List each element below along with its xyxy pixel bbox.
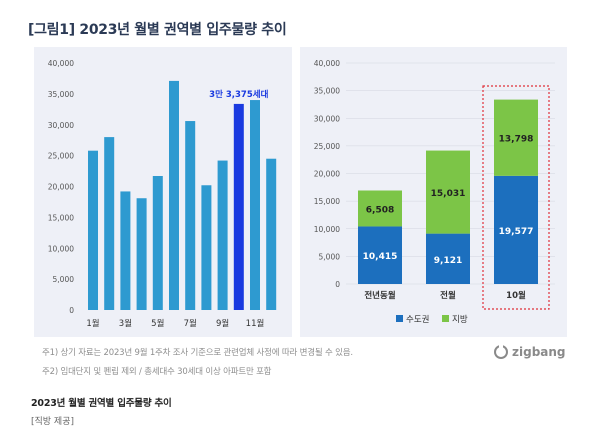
bar-3월: [120, 191, 131, 310]
bar-12월: [266, 158, 277, 310]
y-tick-label: 0: [69, 306, 74, 315]
legend-label: 지방: [452, 314, 468, 325]
bar-수도권-전월: [426, 233, 470, 284]
regional-stacked-bar-chart: 0 5,000 10,000 15,000 20,000 25,000 30,000 35,0…: [314, 59, 555, 325]
y-tick-label: 35,000: [48, 90, 74, 99]
y-tick-label: 35,000: [314, 87, 340, 96]
bar-2월: [104, 137, 115, 310]
bar-지방-10월: [494, 99, 538, 176]
y-tick-label: 5,000: [319, 252, 341, 261]
bar-10월: [233, 103, 244, 310]
x-tick-label: 3월: [119, 318, 132, 329]
footnote-2: 주2) 임대단지 및 펜립 제외 / 총세대수 30세대 이상 아파트만 포함: [42, 367, 272, 377]
data-label: 13,798: [499, 135, 534, 145]
zigbang-logo-icon: [494, 344, 508, 359]
y-tick-label: 5,000: [53, 275, 75, 284]
x-tick-label: 5월: [151, 318, 164, 329]
bar-4월: [136, 198, 147, 310]
figure-title: [그림1] 2023년 월별 권역별 입주물량 추이: [28, 22, 287, 38]
data-label: 6,508: [366, 205, 394, 215]
bar-수도권-10월: [494, 175, 538, 284]
y-tick-label: 20,000: [314, 170, 340, 179]
x-tick-label: 1월: [86, 318, 99, 329]
legend-label: 수도권: [406, 314, 429, 325]
bar-수도권-전년동월: [358, 226, 402, 284]
bar-7월: [185, 121, 196, 310]
data-label: 10,415: [363, 252, 398, 262]
bar-지방-전월: [426, 150, 470, 234]
y-tick-label: 10,000: [314, 225, 340, 234]
bar-지방-전년동월: [358, 190, 402, 227]
y-tick-label: 25,000: [48, 152, 74, 161]
x-tick-label: 10월: [506, 290, 526, 301]
y-tick-label: 15,000: [48, 213, 74, 222]
y-tick-label: 40,000: [314, 59, 340, 68]
legend-swatch-수도권: [396, 315, 403, 322]
highlight-annotation: 3만 3,375세대: [209, 89, 268, 100]
x-tick-label: 7월: [184, 318, 197, 329]
zigbang-logo-text: zigbang: [512, 345, 566, 359]
regional-chart-panel: 0 5,000 10,000 15,000 20,000 25,000 30,000 35,0…: [300, 47, 567, 337]
data-label: 9,121: [434, 256, 462, 266]
bar-6월: [169, 80, 179, 310]
bar-8월: [201, 185, 212, 310]
y-tick-label: 40,000: [48, 59, 74, 68]
footnote-1: 주1) 상기 자료는 2023년 9월 1주차 조사 기준으로 관련업체 사정에…: [42, 348, 353, 358]
y-tick-label: 30,000: [314, 114, 340, 123]
y-tick-label: 10,000: [48, 244, 74, 253]
monthly-chart-panel: 0 5,000 10,000 15,000 20,000 25,000 30,000 35,0…: [34, 47, 292, 337]
y-tick-label: 15,000: [314, 197, 340, 206]
x-tick-label: 9월: [216, 318, 229, 329]
y-tick-label: 20,000: [48, 183, 74, 192]
x-tick-label: 11월: [246, 318, 265, 329]
legend-swatch-지방: [442, 315, 449, 322]
monthly-bar-chart: 0 5,000 10,000 15,000 20,000 25,000 30,000 35,0…: [48, 59, 277, 329]
y-tick-label: 25,000: [314, 142, 340, 151]
bar-9월: [217, 160, 228, 310]
bar-1월: [88, 150, 98, 310]
figure-caption: 2023년 월별 권역별 입주물량 추이: [31, 398, 172, 409]
x-tick-label: 전년동월: [364, 290, 395, 301]
source-credit: [직방 제공]: [31, 417, 75, 427]
x-tick-label: 전월: [440, 290, 456, 301]
y-tick-label: 30,000: [48, 121, 74, 130]
highlight-box: [482, 85, 550, 310]
data-label: 19,577: [499, 227, 534, 237]
data-label: 15,031: [431, 189, 466, 199]
y-tick-label: 0: [335, 280, 340, 289]
bar-11월: [250, 100, 260, 310]
zigbang-logo: zigbang: [494, 344, 566, 359]
bar-5월: [152, 176, 163, 310]
